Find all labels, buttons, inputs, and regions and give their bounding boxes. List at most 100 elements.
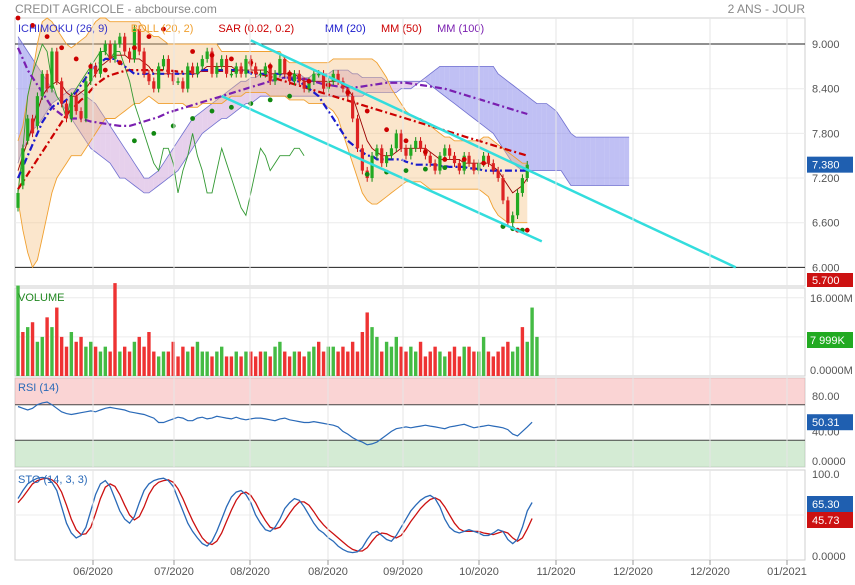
rsi-line [17,401,533,446]
volume-bar [69,332,74,376]
sar-dot-bull [287,93,292,99]
ichimoku-cloud-segment [561,118,567,179]
ichimoku-cloud-segment [182,125,188,164]
volume-bar [40,336,44,376]
volume-tick-label: 0.0000M [810,365,853,377]
candle-body [16,192,20,208]
ichimoku-cloud-segment [580,137,586,186]
candle-body [118,36,122,45]
sar-dot-bear [345,90,351,95]
ichimoku-cloud-segment [439,66,445,97]
ichimoku-cloud-segment [226,88,232,119]
volume-bar [64,346,69,376]
ichimoku-cloud-segment [381,77,387,93]
sto-tick-label: 0.0000 [812,551,846,563]
sar-dot-bull [364,171,370,177]
volume-bar [511,351,515,376]
legend-entry: BOLL (20, 2) [131,23,194,35]
candle-body [312,73,316,82]
volume-bar [530,307,534,376]
volume-label: VOLUME [18,292,64,304]
candle-body [224,58,229,74]
candle-body [462,155,466,171]
volume-bar [161,351,166,376]
ichimoku-cloud-segment [522,92,528,171]
volume-bar [481,336,486,376]
ichimoku-cloud-segment [124,148,130,182]
sar-dot-bull [248,101,254,107]
candle-body [74,96,78,112]
candle-body [501,178,505,201]
candle-body [186,66,190,89]
candle-body [321,73,326,89]
candle-body [452,155,457,164]
period-label: 2 ANS - JOUR [728,2,806,16]
bollinger-band [18,18,528,268]
sto-d-label: 45.73 [812,515,840,527]
rsi-last-label: 50.31 [812,417,840,429]
trendline [250,39,737,269]
candle-body [496,170,500,179]
ichimoku-cloud-segment [459,66,465,112]
bollinger-lower [17,91,528,269]
ichimoku-cloud-segment [144,178,149,193]
sar-dot-bear [190,49,196,54]
ichimoku-cloud-segment [178,133,183,171]
sto-label: STO (14, 3, 3) [18,474,88,486]
ichimoku-cloud-segment [444,66,450,100]
sto-d-badge [807,512,853,528]
sto-tick-label: 100.0 [812,469,840,481]
price-tick-label: 6.600 [812,218,840,230]
volume-bar [181,346,185,376]
ichimoku-cloud-segment [551,107,557,171]
candle-body [137,29,141,52]
ichimoku-cloud-segment [197,111,203,141]
legend-entry: MM (100) [437,23,484,35]
price-tick-label: 7.800 [812,128,840,140]
volume-bar [195,341,200,376]
sar-dot-bear [306,78,312,84]
volume-bar [283,351,287,376]
sar-dot-bear [287,71,292,77]
volume-bar [452,346,457,376]
sar-dot-bear [248,60,254,66]
candle-body [176,81,180,83]
ichimoku-cloud-segment [110,125,115,171]
candle-body [50,51,54,89]
candle-body [307,81,311,89]
rsi-overbought-zone [15,378,805,405]
volume-bar [457,356,462,376]
volume-bar [93,346,98,376]
candle-body [317,73,321,76]
candle-body [220,58,224,67]
ichimoku-cloud-segment [469,66,474,119]
volume-bar [74,341,78,376]
ichimoku-cloud-segment [609,137,615,186]
candle-body [55,51,59,82]
volume-bar [447,351,452,376]
candle-body [525,164,529,179]
volume-bar [535,336,539,376]
ichimoku-cloud-segment [449,66,455,104]
candle-body [355,118,360,149]
volume-bar [229,356,234,376]
sar-dot-bear [403,138,409,144]
volume-bar [365,312,369,376]
sar-dot-bull [442,165,448,171]
mm50-line [17,69,528,190]
sar-dot-bear [44,34,50,40]
volume-bar [423,356,428,376]
sar-dot-bear [15,15,21,21]
candle-body [336,73,340,82]
x-tick-label: 08/2020 [308,566,348,578]
candle-body [45,73,49,89]
candle-body [448,148,452,156]
ichimoku-cloud-segment [507,81,513,164]
volume-bar [166,351,171,376]
candle-body [263,66,267,74]
volume-last-badge [807,332,853,348]
volume-bar [428,351,432,376]
volume-bar [404,351,408,376]
sar-dot-bear [73,56,79,62]
